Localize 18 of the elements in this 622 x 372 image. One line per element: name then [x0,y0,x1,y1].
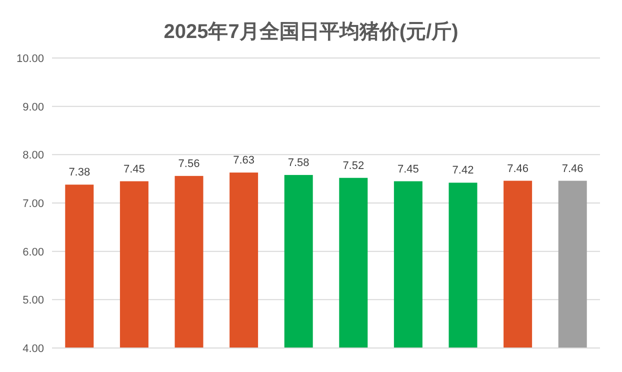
y-tick-label: 5.00 [22,294,44,307]
data-label: 7.52 [342,160,364,172]
data-label: 7.56 [178,158,200,170]
data-label: 7.46 [562,162,584,175]
y-tick-label: 9.00 [22,101,44,114]
y-tick-label: 10.00 [16,53,44,65]
data-label: 7.63 [233,154,255,167]
y-tick-label: 6.00 [22,246,44,258]
y-tick-label: 7.00 [22,198,44,210]
data-label: 7.38 [68,166,90,179]
data-label: 7.45 [123,163,145,176]
data-label: 7.42 [452,164,474,177]
data-label: 7.45 [397,163,419,176]
data-label: 7.46 [507,162,529,175]
data-label: 7.58 [288,156,310,169]
y-tick-label: 8.00 [22,150,44,162]
y-tick-label: 4.00 [22,343,44,355]
chart-title: 2025年7月全国日平均猪价(元/斤) [164,20,458,43]
